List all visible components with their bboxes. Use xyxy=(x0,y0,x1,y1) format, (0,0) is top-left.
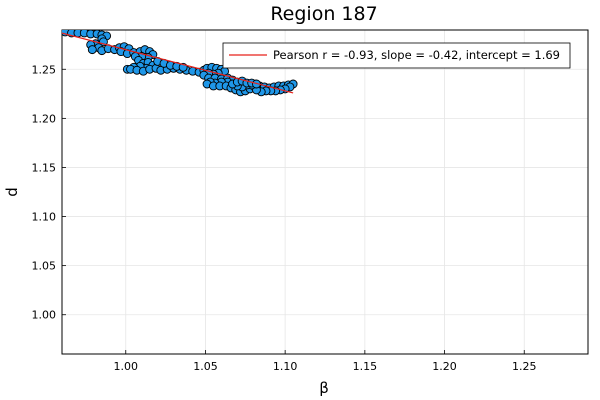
scatter-point xyxy=(87,45,97,55)
x-axis-title: β xyxy=(319,379,329,397)
x-tick-label: 1.25 xyxy=(512,360,537,373)
x-tick-label: 1.00 xyxy=(114,360,139,373)
y-axis-ticks: 1.00 1.05 1.10 1.15 1.20 1.25 xyxy=(32,63,66,322)
fit-line xyxy=(62,32,294,94)
legend-box xyxy=(222,42,571,69)
x-tick-label: 1.05 xyxy=(193,360,218,373)
x-tick-label: 1.15 xyxy=(353,360,378,373)
x-tick-label: 1.20 xyxy=(432,360,457,373)
chart-title: Region 187 xyxy=(270,3,377,25)
x-tick-label: 1.10 xyxy=(273,360,298,373)
y-axis-title: d xyxy=(3,187,21,197)
y-tick-label: 1.05 xyxy=(32,260,57,273)
legend-label: Pearson r = -0.93, slope = -0.42, interc… xyxy=(273,48,560,62)
scatter-points xyxy=(62,30,298,97)
x-axis-ticks: 1.00 1.05 1.10 1.15 1.20 1.25 xyxy=(114,350,537,373)
fit-line-group xyxy=(62,32,294,94)
plot-frame xyxy=(61,29,589,355)
y-tick-label: 1.00 xyxy=(32,309,57,322)
legend: Pearson r = -0.93, slope = -0.42, interc… xyxy=(222,42,571,69)
y-tick-label: 1.10 xyxy=(32,211,57,224)
y-tick-label: 1.20 xyxy=(32,112,57,125)
y-tick-label: 1.25 xyxy=(32,63,57,76)
y-tick-label: 1.15 xyxy=(32,161,57,174)
